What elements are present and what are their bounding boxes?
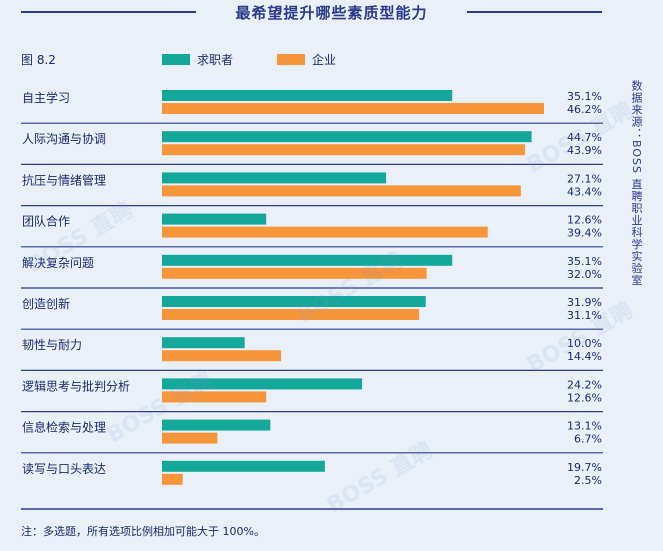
legend-swatch-enterprise xyxy=(277,54,305,65)
bar-job-seeker xyxy=(162,172,387,184)
bar-enterprise xyxy=(162,391,267,403)
bar-job-seeker xyxy=(162,131,532,143)
data-label: 12.6% xyxy=(567,391,602,404)
data-label: 43.4% xyxy=(567,185,602,198)
data-label: 6.7% xyxy=(574,433,602,446)
data-label: 14.4% xyxy=(567,350,602,363)
legend-label-job-seeker: 求职者 xyxy=(197,53,234,67)
category-label: 创造创新 xyxy=(22,296,70,311)
data-label: 27.1% xyxy=(567,172,602,185)
bar-job-seeker xyxy=(162,419,271,431)
category-label: 韧性与耐力 xyxy=(22,338,82,352)
bar-job-seeker xyxy=(162,337,245,349)
bar-enterprise xyxy=(162,185,521,197)
title-rule-left xyxy=(21,11,196,13)
data-label: 19.7% xyxy=(567,461,602,474)
bar-job-seeker xyxy=(162,213,267,225)
data-source-note: 数据来源：BOSS 直聘职业科学实验室 xyxy=(630,80,643,287)
category-label: 读写与口头表达 xyxy=(22,462,106,476)
bar-enterprise xyxy=(162,103,544,114)
category-label: 信息检索与处理 xyxy=(22,420,106,435)
bar-enterprise xyxy=(162,226,488,238)
data-label: 46.2% xyxy=(567,103,602,116)
bar-job-seeker xyxy=(162,378,363,390)
bar-job-seeker xyxy=(162,296,426,307)
bar-job-seeker xyxy=(162,460,325,472)
data-label: 12.6% xyxy=(567,214,602,227)
data-label: 44.7% xyxy=(567,131,602,144)
data-label: 2.5% xyxy=(574,474,602,487)
bar-job-seeker xyxy=(162,254,453,266)
title-rule-right xyxy=(467,11,602,13)
bar-enterprise xyxy=(162,309,420,320)
chart-title: 最希望提升哪些素质型能力 xyxy=(235,4,428,22)
data-label: 32.0% xyxy=(567,268,602,281)
bar-enterprise xyxy=(162,432,218,444)
bar-enterprise xyxy=(162,473,183,485)
legend-label-enterprise: 企业 xyxy=(312,53,337,67)
data-label: 31.1% xyxy=(567,309,602,322)
data-label: 24.2% xyxy=(567,378,602,391)
data-label: 31.9% xyxy=(567,296,602,309)
data-label: 35.1% xyxy=(567,255,602,268)
category-label: 解决复杂问题 xyxy=(22,256,94,270)
category-label: 抗压与情绪管理 xyxy=(22,172,106,187)
bar-enterprise xyxy=(162,144,525,156)
data-label: 35.1% xyxy=(567,90,602,103)
category-label: 逻辑思考与批判分析 xyxy=(22,378,130,393)
bar-enterprise xyxy=(162,350,282,362)
figure-label: 图 8.2 xyxy=(21,53,56,67)
data-label: 39.4% xyxy=(567,227,602,240)
bar-enterprise xyxy=(162,267,427,279)
bar-job-seeker xyxy=(162,90,453,101)
footnote: 注：多选题，所有选项比例相加可能大于 100%。 xyxy=(21,525,265,538)
category-label: 自主学习 xyxy=(22,90,70,105)
data-label: 13.1% xyxy=(567,420,602,433)
category-label: 团队合作 xyxy=(22,214,70,229)
category-label: 人际沟通与协调 xyxy=(22,131,106,146)
data-label: 10.0% xyxy=(567,337,602,350)
legend-swatch-job-seeker xyxy=(162,54,190,65)
data-label: 43.9% xyxy=(567,144,602,157)
